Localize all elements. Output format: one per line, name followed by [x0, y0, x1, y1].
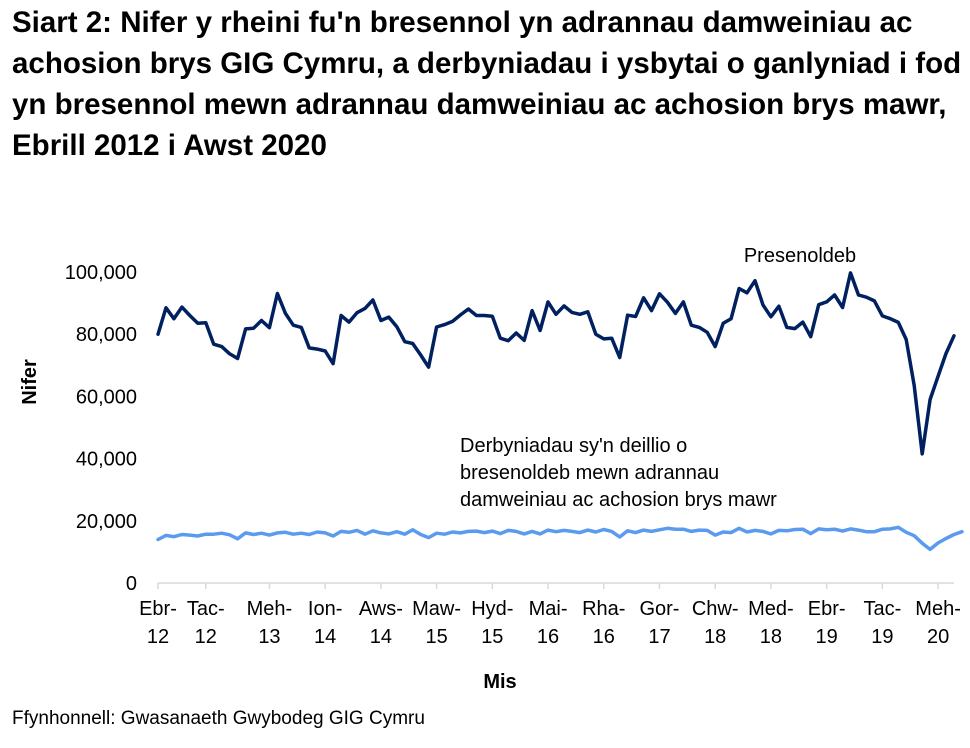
x-tick-label: Ion-14	[308, 598, 342, 648]
x-tick-label: Gor-17	[639, 598, 679, 648]
series-label-presenoldeb: Presenoldeb	[744, 245, 856, 267]
y-axis: 0 20,000 40,000 60,000 80,000 100,000	[65, 262, 137, 595]
series-label-derbyniadau: Derbyniadau sy'n deillio o bresenoldeb me…	[460, 435, 777, 511]
x-tick-label: Meh-13	[247, 598, 293, 648]
y-tick-label: 0	[126, 573, 137, 595]
x-tick-label: Mai-16	[529, 598, 568, 648]
x-tick-label: Ebr-12	[139, 598, 177, 648]
x-tick-label: Ebr-19	[808, 598, 846, 648]
y-tick-label: 80,000	[76, 324, 137, 346]
x-tick-label: Maw-15	[412, 598, 461, 648]
series-line-derbyniadau	[156, 525, 964, 552]
x-tick-label: Meh-20	[915, 598, 961, 648]
x-axis: Ebr-12 Tac-12 Meh-13 Ion-14 Aws-14Maw-15Hyd-…	[139, 582, 961, 648]
x-tick-label: Chw-18	[692, 598, 739, 648]
series-layer	[156, 271, 964, 552]
chart-title: Siart 2: Nifer y rheini fu'n bresennol y…	[12, 6, 962, 162]
x-tick-label: Rha-16	[582, 598, 625, 648]
source-note: Ffynhonnell: Gwasanaeth Gwybodeg GIG Cym…	[12, 708, 425, 729]
x-tick-label: Hyd-15	[471, 598, 513, 648]
x-axis-label: Mis	[483, 671, 516, 693]
y-axis-label: Nifer	[19, 359, 41, 405]
series-line-presenoldeb	[156, 271, 956, 456]
y-tick-label: 40,000	[76, 449, 137, 471]
x-tick-label: Aws-14	[359, 598, 403, 648]
x-tick-label: Tac-12	[187, 598, 225, 648]
y-tick-label: 60,000	[76, 386, 137, 408]
y-tick-label: 100,000	[65, 262, 137, 284]
y-tick-label: 20,000	[76, 511, 137, 533]
x-tick-label: Tac-19	[863, 598, 901, 648]
x-tick-label: Med-18	[748, 598, 794, 648]
line-chart: 0 20,000 40,000 60,000 80,000 100,000 Ebr-12 T…	[19, 245, 964, 693]
series-labels: Presenoldeb Derbyniadau sy'n deillio o bre…	[460, 245, 856, 511]
